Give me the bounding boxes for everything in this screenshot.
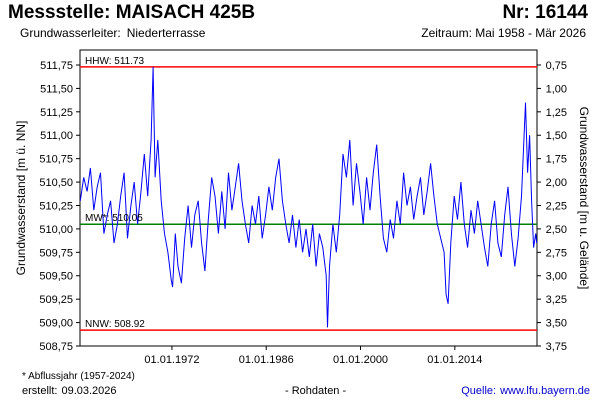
y-right-tick-label: 3,75	[546, 341, 567, 353]
station-number: Nr: 16144	[502, 2, 588, 23]
y-left-tick-label: 511,75	[40, 60, 73, 72]
reference-labels: HHW: 511.73 MW*: 510.05 NNW: 508.92	[85, 56, 145, 330]
x-tick-label: 01.01.2000	[333, 354, 388, 366]
plot-frame	[79, 49, 538, 347]
y-right-tick-label: 2,75	[546, 247, 567, 259]
ref-label-mw: MW*: 510.05	[85, 213, 143, 224]
y-left-tick-label: 511,00	[40, 130, 73, 142]
footnote: * Abflussjahr (1957-2024)	[22, 371, 135, 382]
aquifer-info: Grundwasserleiter: Niederterrasse	[20, 26, 205, 40]
aquifer-label: Grundwasserleiter:	[20, 26, 121, 40]
x-tick-label: 01.01.1972	[144, 354, 199, 366]
y-left-tick-label: 509,00	[39, 318, 73, 330]
x-tick-label: 01.01.2014	[427, 354, 482, 366]
created-label: erstellt:	[22, 385, 58, 397]
ref-label-nnw: NNW: 508.92	[85, 319, 145, 330]
groundwater-series-line	[79, 66, 538, 328]
y-axis-left: 511,75 511,50 511,25 511,00 510,75 510,50 510,…	[39, 60, 80, 353]
y-left-tick-label: 510,75	[39, 154, 73, 166]
x-axis: 01.01.1972 01.01.1986 01.01.2000 01.01.2014	[144, 346, 482, 366]
station-title: Messstelle: MAISACH 425B	[8, 2, 256, 23]
aquifer-value: Niederterrasse	[126, 26, 206, 40]
y-axis-left-label: Grundwasserstand [m ü. NN]	[14, 121, 28, 276]
y-left-tick-label: 508,75	[39, 341, 73, 353]
created-info: erstellt: 09.03.2026	[22, 385, 117, 397]
y-left-tick-label: 510,25	[39, 200, 73, 212]
source-link[interactable]: www.lfu.bayern.de	[500, 385, 590, 397]
y-right-tick-label: 1,75	[546, 154, 567, 166]
y-left-tick-label: 511,25	[40, 107, 73, 119]
y-right-tick-label: 1,50	[546, 130, 567, 142]
y-left-tick-label: 509,25	[39, 294, 73, 306]
source-label: Quelle:	[461, 385, 497, 397]
reference-lines	[80, 66, 537, 331]
y-left-tick-label: 511,50	[40, 83, 73, 95]
period-text: Zeitraum: Mai 1958 - Mär 2026	[421, 26, 586, 40]
created-value: 09.03.2026	[61, 385, 117, 397]
x-tick-label: 01.01.1986	[239, 354, 294, 366]
y-right-tick-label: 0,75	[546, 60, 567, 72]
ref-label-hhw: HHW: 511.73	[85, 56, 145, 67]
y-right-tick-label: 3,00	[546, 271, 567, 283]
y-axis-right-label: Grundwasserstand [m u. Gelände]	[577, 107, 591, 290]
y-right-tick-label: 1,25	[546, 107, 567, 119]
y-left-tick-label: 509,50	[39, 271, 73, 283]
y-right-tick-label: 2,50	[546, 224, 567, 236]
y-axis-right: 0,75 1,00 1,25 1,50 1,75 2,00 2,25 2,50 2,75 3,00…	[537, 60, 567, 353]
y-right-tick-label: 3,25	[546, 294, 567, 306]
y-right-tick-label: 2,00	[546, 177, 567, 189]
y-right-tick-label: 3,50	[546, 318, 567, 330]
y-right-tick-label: 2,25	[546, 200, 567, 212]
y-left-tick-label: 510,00	[39, 224, 73, 236]
y-right-tick-label: 1,00	[546, 83, 567, 95]
source-info[interactable]: Quelle: www.lfu.bayern.de	[461, 385, 590, 397]
y-left-tick-label: 510,50	[39, 177, 73, 189]
data-type-label: - Rohdaten -	[285, 385, 347, 397]
y-left-tick-label: 509,75	[39, 247, 73, 259]
